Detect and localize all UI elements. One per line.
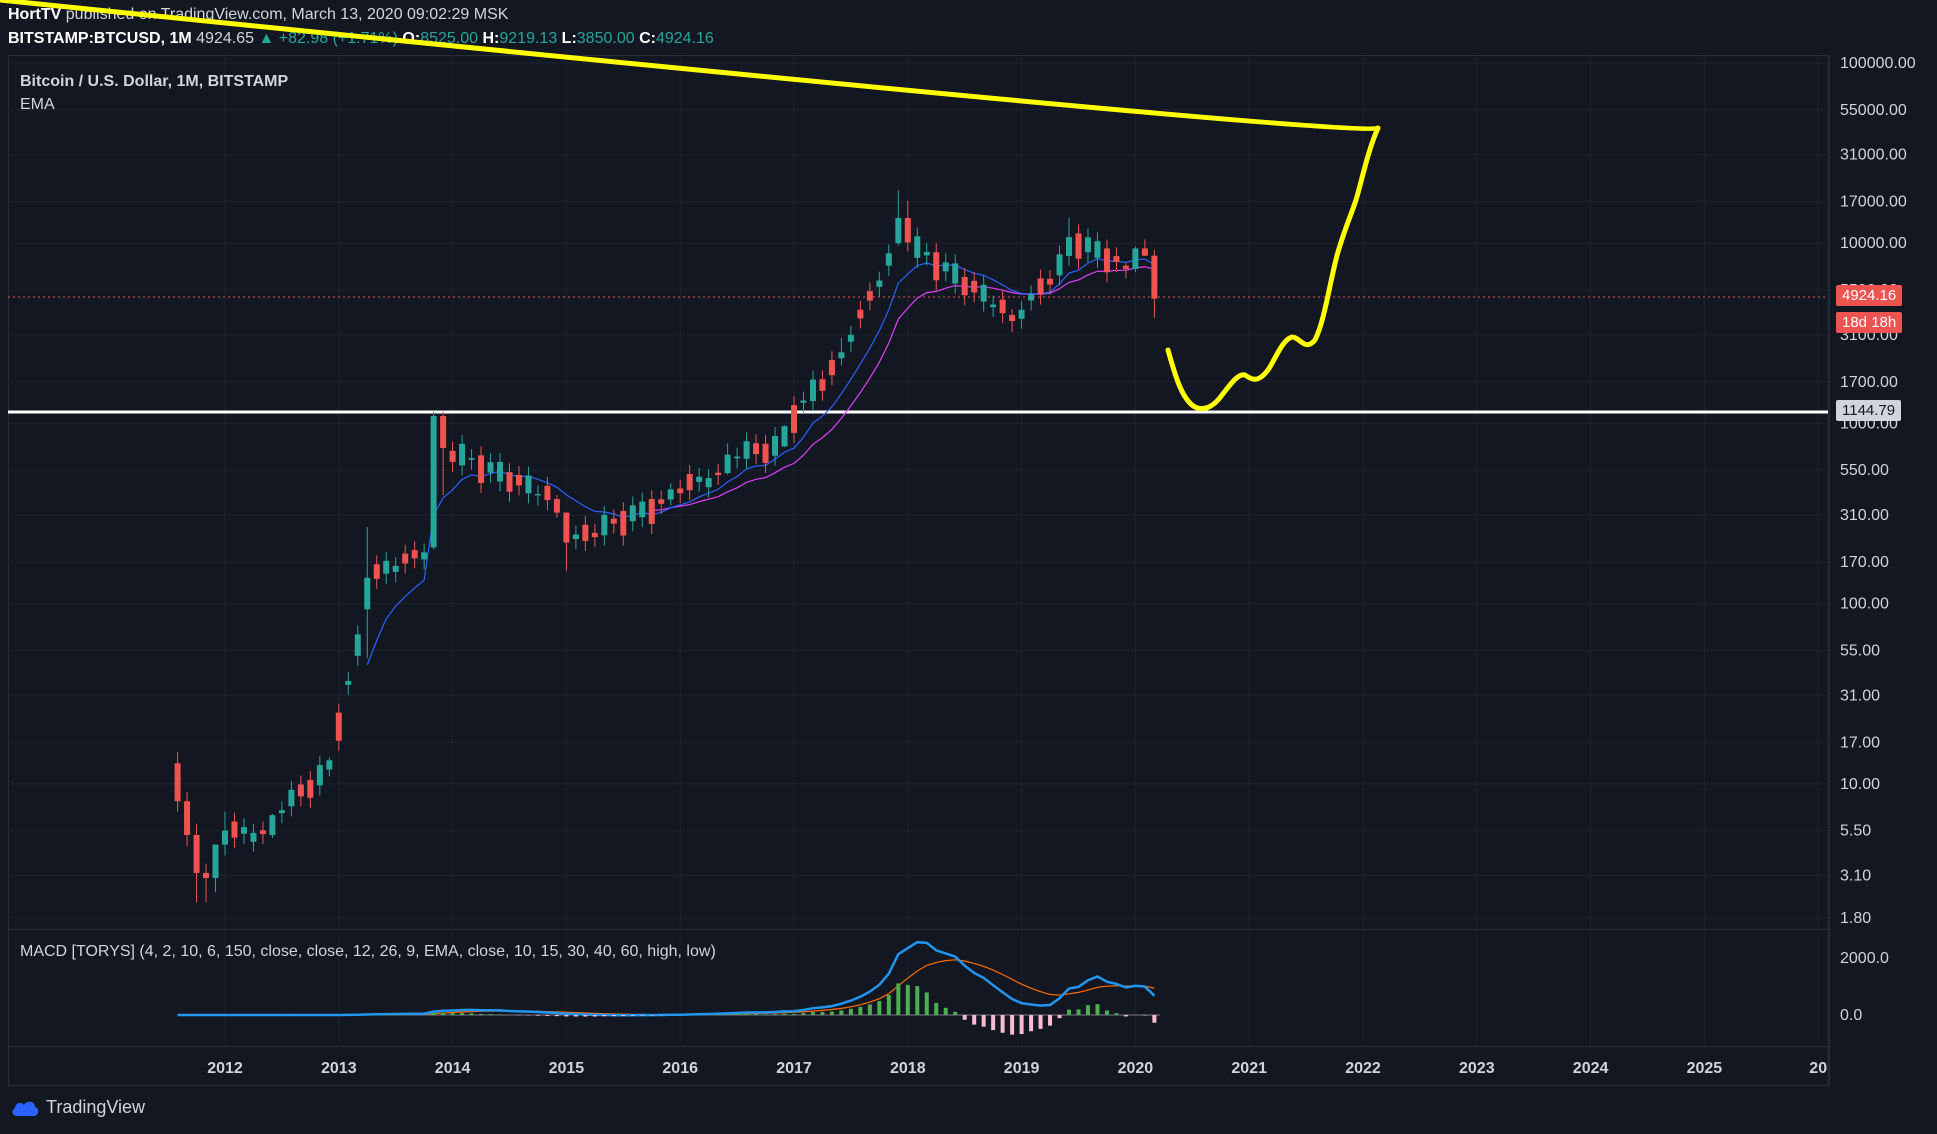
support-price-tag: 1144.79: [1836, 400, 1902, 421]
price-tick-label: 17000.00: [1840, 194, 1907, 211]
price-tick-label: 170.00: [1840, 554, 1889, 571]
price-tick-label: 31.00: [1840, 687, 1880, 704]
current-price-tag: 4924.16: [1836, 285, 1903, 306]
price-tick-label: 55000.00: [1840, 102, 1907, 119]
macd-tick-label: 0.0: [1840, 1007, 1862, 1024]
time-axis[interactable]: [8, 1045, 1830, 1086]
author-name[interactable]: HortTV: [8, 6, 62, 23]
price-tick-label: 5.50: [1840, 823, 1871, 840]
price-tick-label: 1.80: [1840, 910, 1871, 927]
low-value: 3850.00: [576, 30, 635, 47]
macd-legend[interactable]: MACD [TORYS] (4, 2, 10, 6, 150, close, c…: [20, 943, 716, 960]
close-value: 4924.16: [655, 30, 714, 47]
low-label: L:: [561, 30, 577, 47]
macd-tick-label: 2000.0: [1840, 950, 1889, 967]
bar-countdown-tag: 18d 18h: [1836, 312, 1903, 333]
cloud-icon: [12, 1101, 39, 1116]
brand-name: TradingView: [46, 1097, 146, 1117]
price-pane[interactable]: [8, 55, 1830, 931]
high-label: H:: [482, 30, 500, 47]
price-axis: 100000.00 55000.00 31000.00 17000.00 10000.0…: [1827, 55, 1916, 1085]
publish-info: HortTV published on TradingView.com, Mar…: [8, 6, 508, 24]
symbol-label: BITSTAMP:BTCUSD, 1M: [8, 30, 192, 47]
price-tick-label: 10.00: [1840, 776, 1880, 793]
price-tick-label: 3.10: [1840, 867, 1871, 884]
tradingview-logo[interactable]: TradingView: [10, 1097, 145, 1118]
price-tick-label: 10000.00: [1840, 235, 1907, 252]
up-arrow-icon: ▲: [258, 30, 275, 47]
price-change: +82.98 (+1.71%): [278, 30, 398, 47]
open-value: 8525.00: [420, 30, 479, 47]
open-label: O:: [402, 30, 421, 47]
chart-title: Bitcoin / U.S. Dollar, 1M, BITSTAMP: [20, 73, 289, 90]
ohlc-bar: BITSTAMP:BTCUSD, 1M 4924.65 ▲ +82.98 (+1…: [8, 30, 714, 48]
ema-legend[interactable]: EMA: [20, 96, 55, 113]
last-price: 4924.65: [196, 30, 254, 47]
price-tick-label: 550.00: [1840, 462, 1889, 479]
price-tick-label: 31000.00: [1840, 147, 1907, 164]
price-tick-label: 1700.00: [1840, 374, 1898, 391]
price-tick-label: 55.00: [1840, 642, 1880, 659]
price-tick-label: 100.00: [1840, 596, 1889, 613]
price-tick-label: 17.00: [1840, 734, 1880, 751]
published-text: published on TradingView.com, March 13, …: [65, 6, 509, 23]
high-value: 9219.13: [499, 30, 558, 47]
price-tick-label: 100000.00: [1840, 55, 1916, 72]
close-label: C:: [639, 30, 656, 47]
price-tick-label: 310.00: [1840, 507, 1889, 524]
